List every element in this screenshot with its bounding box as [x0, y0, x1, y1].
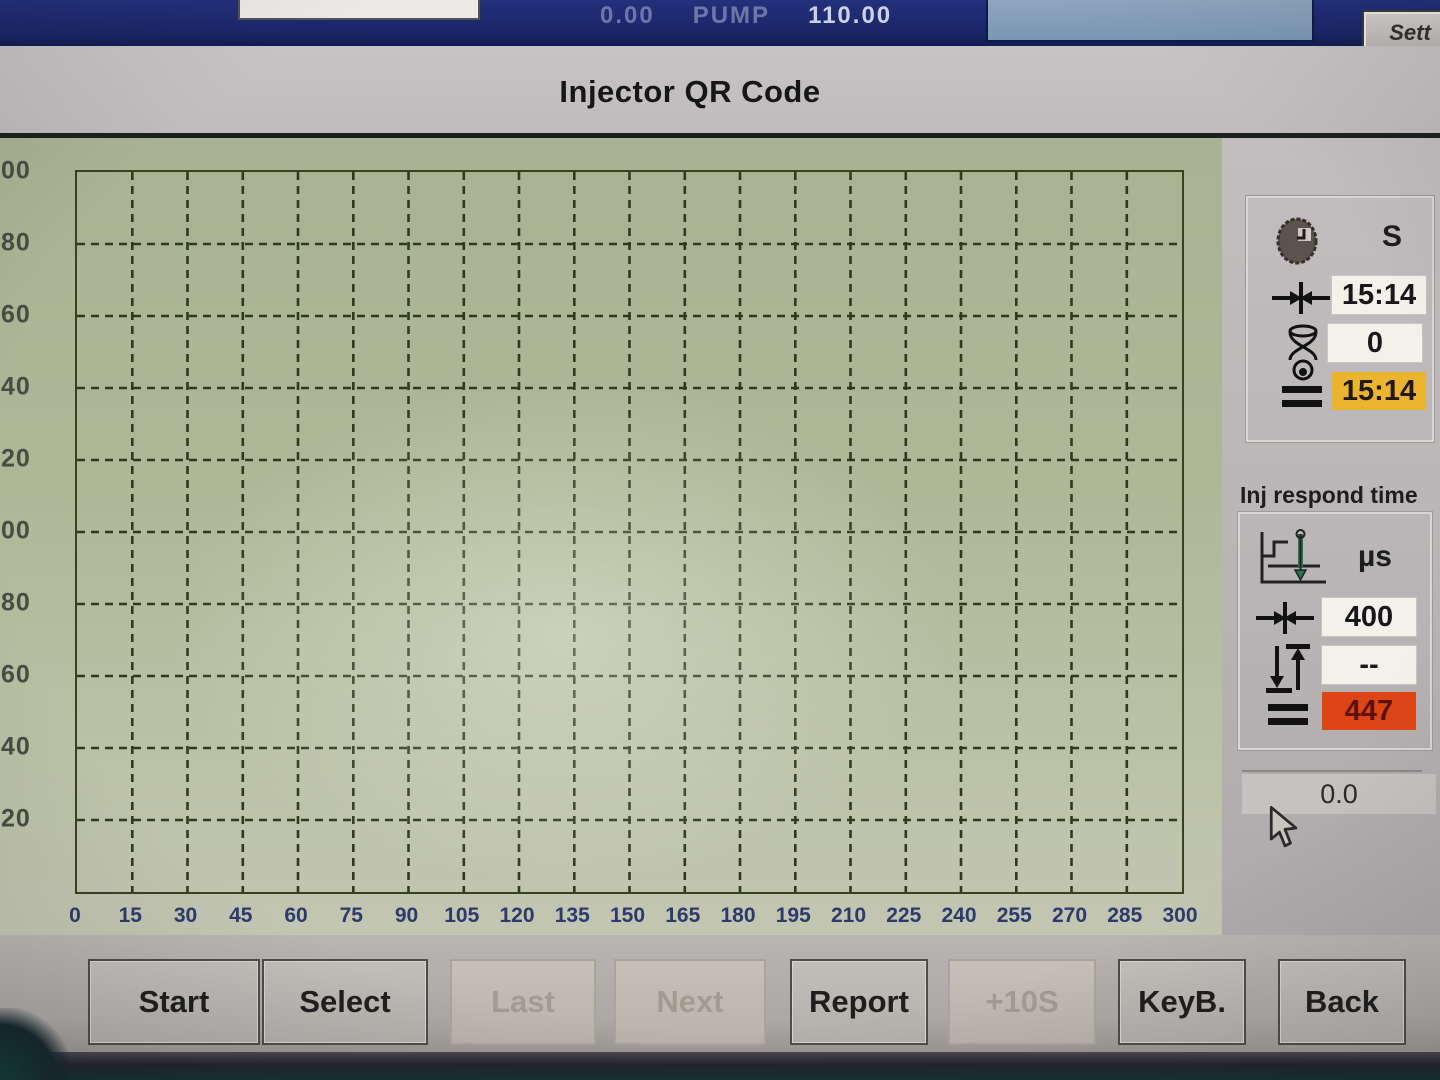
x-tick-label: 150: [609, 904, 646, 927]
x-tick-label: 105: [444, 904, 480, 927]
inj-respond-title: Inj respond time: [1240, 482, 1418, 508]
timer-panel: S 15:14 0 15:14: [1246, 196, 1434, 442]
inj-respond-panel: µs 400 -- 447: [1238, 512, 1432, 750]
x-tick-label: 75: [339, 904, 363, 927]
back-button[interactable]: Back: [1278, 959, 1406, 1045]
top-status-bar: 0.00 PUMP 110.00: [0, 0, 1440, 46]
x-tick-label: 120: [499, 904, 535, 927]
10s-button[interactable]: +10S: [948, 959, 1096, 1045]
x-tick-label: 45: [229, 904, 253, 927]
page-title: Injector QR Code: [559, 74, 821, 109]
right-panel: S 15:14 0 15:14 Inj respon: [1222, 138, 1440, 935]
x-tick-label: 240: [941, 904, 977, 927]
x-tick-label: 195: [775, 904, 811, 927]
x-tick-label: 135: [554, 904, 590, 927]
grid-lines: [77, 172, 1182, 892]
last-button[interactable]: Last: [450, 959, 596, 1045]
inj-set-field[interactable]: 400: [1322, 598, 1416, 636]
x-tick-label: 225: [886, 904, 922, 927]
x-tick-label: 60: [284, 904, 308, 927]
inj-minmax-field: --: [1322, 646, 1416, 684]
y-tick-label: 40: [1, 732, 31, 761]
hourglass-icon: [1286, 324, 1320, 391]
x-tick-label: 255: [996, 904, 1032, 927]
keyb-button[interactable]: KeyB.: [1118, 959, 1246, 1045]
y-tick-label: 00: [1, 156, 31, 185]
y-tick-label: 80: [1, 228, 31, 257]
range-set-icon: [1254, 600, 1316, 641]
y-tick-label: 80: [1, 588, 31, 617]
x-tick-label: 15: [118, 904, 142, 927]
x-tick-label: 285: [1107, 904, 1143, 927]
range-set-icon: [1270, 280, 1332, 321]
report-button[interactable]: Report: [790, 959, 928, 1045]
readout-divider: [1242, 770, 1422, 772]
top-status-text: 0.00 PUMP 110.00: [600, 2, 1020, 30]
clock-icon: [1274, 216, 1320, 271]
bottom-bezel: [0, 1052, 1440, 1080]
y-tick-label: 00: [1, 516, 31, 545]
y-tick-label: 40: [1, 372, 31, 401]
top-blue-panel: [986, 0, 1314, 42]
injector-pulse-icon: [1254, 526, 1332, 599]
x-tick-label: 0: [69, 904, 81, 927]
status-fragment-left: 0.00: [600, 2, 655, 29]
separator-line: [0, 133, 1440, 138]
top-input-field[interactable]: [238, 0, 480, 20]
status-fragment-value: 110.00: [808, 2, 893, 29]
x-tick-label: 165: [665, 904, 701, 927]
plot-grid-area: [75, 170, 1184, 894]
inj-unit-label: µs: [1358, 540, 1392, 573]
x-tick-label: 210: [830, 904, 867, 927]
y-tick-label: 20: [1, 804, 31, 833]
inj-result-field: 447: [1322, 692, 1416, 730]
y-tick-label: 20: [1, 444, 31, 473]
extra-readout: 0.0: [1242, 774, 1436, 814]
rise-fall-icon: [1264, 642, 1312, 701]
x-tick-label: 30: [173, 904, 198, 927]
select-button[interactable]: Select: [262, 959, 428, 1045]
x-tick-label: 300: [1162, 904, 1198, 927]
x-tick-label: 270: [1051, 904, 1088, 927]
equals-icon: [1266, 702, 1310, 733]
chart-panel: 00 80 60 40 20 00 80 60 40 20 0 15 30 45 60 75 90 105 120…: [0, 138, 1222, 935]
bottom-bezel-corner: [0, 1008, 70, 1080]
status-fragment-pump: PUMP: [692, 2, 771, 29]
timer-result-field: 15:14: [1332, 372, 1426, 410]
footer-button-bar: Start Select Last Next Report +10S KeyB. Back: [0, 935, 1440, 1055]
y-tick-label: 60: [1, 300, 31, 329]
x-tick-label: 90: [394, 904, 419, 927]
mouse-cursor-icon: [1268, 806, 1302, 855]
timer-set-field[interactable]: 15:14: [1332, 276, 1426, 314]
start-button[interactable]: Start: [88, 959, 260, 1045]
y-tick-label: 60: [1, 660, 31, 689]
timer-unit-label: S: [1382, 220, 1403, 253]
equals-icon: [1280, 384, 1324, 415]
title-bar: Injector QR Code: [0, 46, 1440, 135]
next-button[interactable]: Next: [614, 959, 766, 1045]
x-tick-label: 180: [720, 904, 756, 927]
timer-elapsed-field: 0: [1328, 324, 1422, 362]
